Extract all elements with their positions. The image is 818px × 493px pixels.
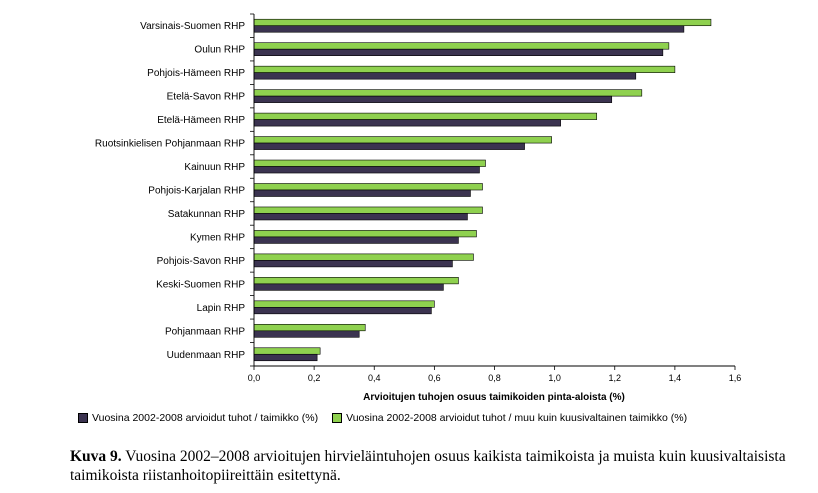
bar-series-2 — [253, 89, 643, 97]
category-label: Etelä-Hämeen RHP — [157, 115, 245, 126]
bar-series-2 — [253, 42, 670, 50]
bar-series-1 — [253, 25, 685, 33]
category-label: Kymen RHP — [190, 232, 245, 243]
bar-series-1 — [253, 330, 360, 338]
x-tick-label: 0,0 — [248, 373, 261, 383]
bar-series-2 — [253, 230, 477, 238]
bar-series-2 — [253, 65, 676, 73]
bar-series-1 — [253, 236, 459, 244]
x-tick-label: 0,2 — [308, 373, 321, 383]
bar-series-2 — [253, 347, 321, 355]
caption-label: Kuva 9. — [70, 448, 122, 465]
x-tick-label: 1,6 — [729, 373, 742, 383]
bar-series-1 — [253, 353, 318, 362]
x-tick-label: 0,8 — [488, 373, 501, 383]
bar-series-1 — [253, 213, 468, 221]
legend: Vuosina 2002-2008 arvioidut tuhot / taim… — [78, 412, 701, 424]
bar-series-2 — [253, 183, 483, 191]
bar-series-2 — [253, 253, 474, 261]
bar-series-1 — [253, 48, 664, 57]
bar-series-2 — [253, 277, 459, 285]
bar-series-1 — [253, 119, 561, 127]
category-label: Pohjois-Hämeen RHP — [147, 68, 245, 79]
bar-series-1 — [253, 260, 453, 268]
bar-series-1 — [253, 72, 637, 80]
x-tick-label: 1,0 — [548, 373, 561, 383]
category-label: Pohjois-Karjalan RHP — [148, 186, 245, 197]
legend-item-series-2: Vuosina 2002-2008 arvioidut tuhot / muu … — [332, 412, 687, 424]
bar-series-2 — [253, 300, 435, 308]
x-tick-label: 0,4 — [368, 373, 381, 383]
bar-series-2 — [253, 18, 712, 27]
chart: Varsinais-Suomen RHP Oulun RHP Pohjois-Häm… — [95, 13, 742, 403]
bar-series-2 — [253, 136, 552, 144]
category-label: Ruotsinkielisen Pohjanmaan RHP — [95, 139, 245, 150]
bar-series-2 — [253, 159, 486, 167]
legend-swatch-series-2 — [332, 413, 343, 423]
category-label: Lapin RHP — [197, 303, 246, 314]
x-tick-label: 0,6 — [428, 373, 441, 383]
legend-swatch-series-1 — [78, 413, 88, 423]
category-label: Pohjois-Savon RHP — [157, 256, 246, 267]
category-label: Varsinais-Suomen RHP — [140, 21, 245, 32]
bar-series-1 — [253, 95, 613, 103]
bar-series-2 — [253, 323, 366, 332]
figure-caption: Kuva 9. Vuosina 2002–2008 arvioitujen hi… — [70, 447, 790, 485]
bar-series-1 — [253, 283, 444, 291]
bar-series-2 — [253, 206, 483, 214]
bar-series-2 — [253, 112, 598, 120]
bar-series-1 — [253, 142, 525, 150]
bar-series-1 — [253, 307, 432, 315]
caption-text: Vuosina 2002–2008 arvioitujen hirvieläin… — [70, 448, 786, 484]
bar-series-1 — [253, 166, 480, 174]
legend-item-series-1: Vuosina 2002-2008 arvioidut tuhot / taim… — [78, 412, 318, 424]
x-axis-title: Arvioitujen tuhojen osuus taimikoiden pi… — [363, 392, 625, 403]
category-label: Kainuun RHP — [184, 162, 245, 173]
category-label: Keski-Suomen RHP — [156, 279, 245, 290]
legend-label-series-1: Vuosina 2002-2008 arvioidut tuhot / taim… — [92, 412, 319, 424]
bar-series-1 — [253, 189, 471, 197]
legend-label-series-2: Vuosina 2002-2008 arvioidut tuhot / muu … — [346, 412, 688, 424]
category-label: Satakunnan RHP — [168, 209, 246, 220]
category-label: Uudenmaan RHP — [167, 350, 246, 361]
x-tick-label: 1,2 — [608, 373, 621, 383]
x-tick-label: 1,4 — [669, 373, 682, 383]
category-label: Etelä-Savon RHP — [167, 92, 246, 103]
category-label: Oulun RHP — [194, 45, 245, 56]
category-label: Pohjanmaan RHP — [165, 326, 245, 337]
